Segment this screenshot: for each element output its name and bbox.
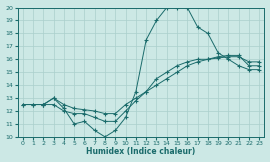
X-axis label: Humidex (Indice chaleur): Humidex (Indice chaleur): [86, 147, 196, 156]
